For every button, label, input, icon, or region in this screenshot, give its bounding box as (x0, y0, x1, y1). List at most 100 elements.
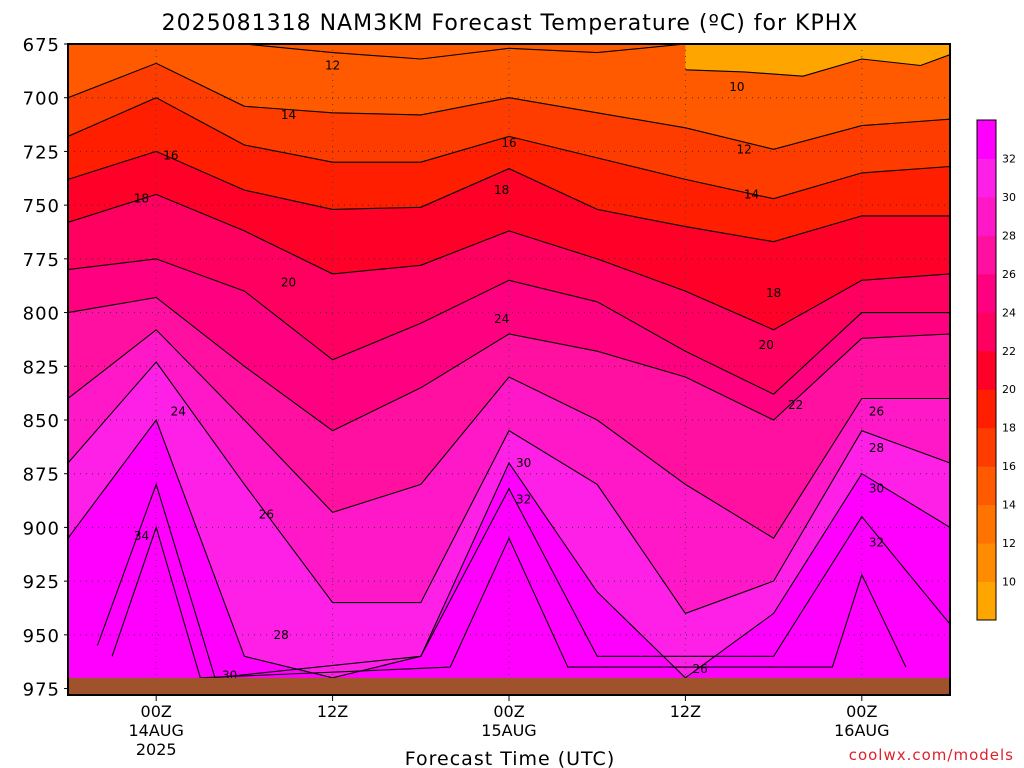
contour-line (68, 296, 950, 432)
x-tick-label: 12Z (317, 702, 348, 721)
contour-label: 28 (274, 628, 289, 642)
contour-label: 24 (494, 312, 509, 326)
contour-label: 16 (501, 136, 516, 150)
y-tick-label: 925 (23, 572, 60, 593)
contour-label: 20 (281, 275, 296, 289)
contour-label: 26 (259, 508, 274, 522)
colorbar-tick-label: 16 (1002, 460, 1016, 473)
contour-line (68, 329, 950, 539)
contour-label: 22 (788, 398, 803, 412)
colorbar-tick-label: 20 (1002, 383, 1016, 396)
contour-line (685, 54, 950, 77)
colorbar-segment (977, 581, 996, 621)
colorbar-tick-label: 12 (1002, 537, 1016, 550)
contour-label: 12 (737, 142, 752, 156)
contour-label: 30 (869, 482, 884, 496)
contour-label: 12 (325, 58, 340, 72)
contour-label: 24 (171, 404, 186, 418)
contour-label: 14 (744, 187, 759, 201)
colorbar-segment (977, 312, 996, 352)
colorbar-segment (977, 543, 996, 583)
colorbar-tick-label: 26 (1002, 268, 1016, 281)
contour-label: 10 (729, 80, 744, 94)
colorbar-tick-label: 28 (1002, 229, 1016, 242)
y-axis: 675 700 725 750 775 800 825 850 875 900 925 950 975 (23, 35, 68, 701)
contour-label: 14 (281, 108, 296, 122)
colorbar-segment (977, 273, 996, 313)
colorbar-tick-label: 18 (1002, 422, 1016, 435)
chart-title: 2025081318 NAM3KM Forecast Temperature (… (162, 11, 859, 36)
x-axis-label: Forecast Time (UTC) (405, 748, 615, 768)
contour-line (96, 482, 950, 679)
contour-label: 18 (494, 183, 509, 197)
colorbar-tick-label: 30 (1002, 191, 1016, 204)
contour-line (68, 62, 950, 150)
contour-line (68, 418, 950, 679)
contour-label: 20 (759, 338, 774, 352)
colorbar-segment (977, 350, 996, 390)
x-tick-date: 15AUG (481, 721, 536, 740)
contour-labels: 12 10 14 12 16 16 14 18 18 20 18 24 20 24 22 26 28 30 26 32… (134, 58, 884, 682)
y-tick-label: 775 (23, 250, 60, 271)
y-tick-label: 825 (23, 357, 60, 378)
colorbar: 10 12 14 16 18 20 22 24 26 28 30 32 (976, 119, 1016, 621)
x-tick-label: 00Z (493, 702, 524, 721)
colorbar-segment (977, 504, 996, 544)
watermark: coolwx.com/models (849, 746, 1014, 764)
colorbar-frame (976, 119, 997, 621)
colorbar-segment (977, 196, 996, 236)
contour-line (68, 193, 950, 331)
contour-line (68, 361, 950, 615)
contour-label: 32 (516, 492, 531, 506)
contour-lines (68, 44, 950, 679)
x-tick-date: 16AUG (834, 721, 889, 740)
contour-label: 18 (134, 192, 149, 206)
x-tick-label: 12Z (670, 702, 701, 721)
ground-fill (68, 677, 950, 695)
contour-label: 30 (516, 456, 531, 470)
colorbar-segment (977, 158, 996, 198)
y-tick-label: 675 (23, 35, 60, 56)
y-tick-label: 750 (23, 196, 60, 217)
contour-line (68, 44, 950, 60)
contour-label: 34 (134, 529, 149, 543)
temperature-bands (68, 44, 950, 695)
contour-label: 26 (869, 404, 884, 418)
y-tick-label: 725 (23, 142, 60, 163)
contour-line (68, 150, 950, 243)
contour-line (111, 525, 907, 679)
colorbar-segment (977, 120, 996, 159)
contour-label: 16 (163, 149, 178, 163)
x-tick-label: 00Z (141, 702, 172, 721)
contour-line (68, 97, 950, 200)
colorbar-tick-label: 32 (1002, 152, 1016, 165)
ground-surface (68, 677, 950, 695)
x-tick-date: 14AUG (128, 721, 183, 740)
colorbar-tick-label: 10 (1002, 576, 1016, 589)
plot-area: 12 10 14 12 16 16 14 18 18 20 18 24 20 24 22 26 28 30 26 32… (68, 44, 950, 695)
y-tick-label: 700 (23, 89, 60, 110)
colorbar-segment (977, 427, 996, 467)
colorbar-segment (977, 466, 996, 506)
colorbar-segment (977, 235, 996, 275)
band-fill-8-10 (685, 44, 950, 77)
y-tick-label: 975 (23, 680, 60, 701)
y-tick-label: 850 (23, 411, 60, 432)
y-tick-label: 950 (23, 626, 60, 647)
colorbar-segment (977, 389, 996, 429)
contour-label: 32 (869, 535, 884, 549)
contour-label: 28 (869, 441, 884, 455)
colorbar-tick-label: 14 (1002, 499, 1016, 512)
contour-label: 26 (692, 662, 707, 676)
x-tick-label: 00Z (846, 702, 877, 721)
contour-label: 18 (766, 286, 781, 300)
x-tick-year: 2025 (136, 740, 177, 759)
gridlines (68, 44, 950, 695)
contour-line (68, 258, 950, 395)
colorbar-tick-label: 24 (1002, 306, 1016, 319)
y-tick-label: 800 (23, 304, 60, 325)
y-tick-label: 900 (23, 518, 60, 539)
y-tick-label: 875 (23, 465, 60, 486)
